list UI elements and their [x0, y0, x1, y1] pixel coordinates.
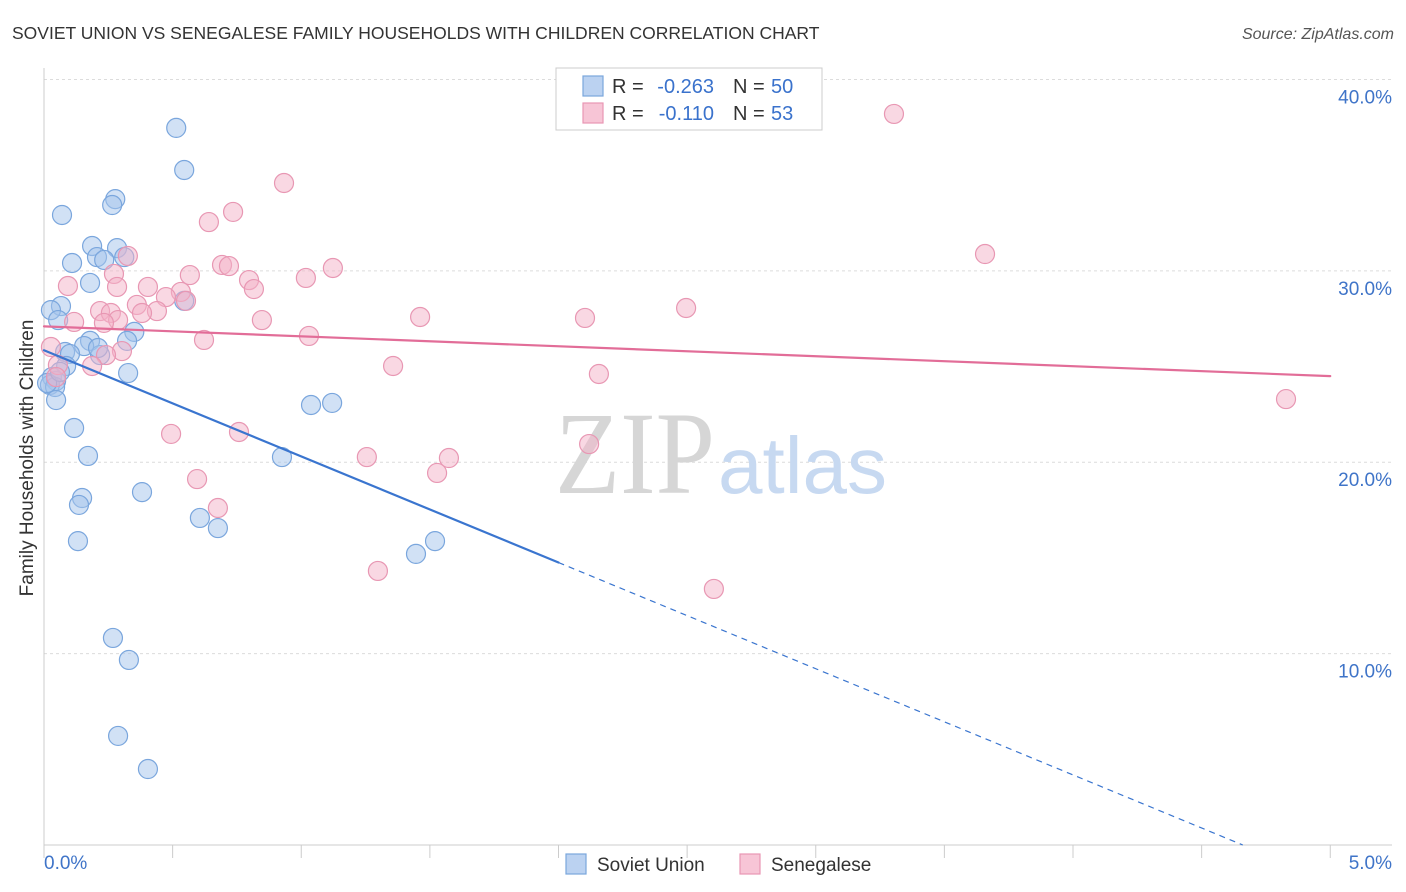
watermark-logo: ZIP atlas — [555, 388, 887, 519]
senegalese-point — [131, 302, 153, 324]
x-tick-marks — [43, 845, 1331, 858]
senegalese-point — [574, 307, 596, 329]
soviet-union-point — [94, 249, 115, 271]
soviet-union-points — [36, 117, 446, 780]
soviet-union-point — [102, 194, 123, 216]
senegalese-point — [438, 447, 460, 469]
legend-r-value: -0.110 — [659, 103, 714, 125]
senegalese-trend-line — [42, 325, 1332, 378]
senegalese-point — [382, 355, 404, 377]
senegalese-point — [228, 421, 250, 443]
senegalese-point — [186, 468, 208, 490]
senegalese-point — [106, 276, 128, 298]
soviet-union-point — [322, 392, 343, 414]
series-legend-label-senegalese: Senegalese — [771, 855, 871, 876]
soviet-union-point — [189, 507, 210, 529]
series-legend: Soviet Union Senegalese — [565, 853, 871, 876]
soviet-union-point — [118, 649, 139, 671]
x-tick-label-max: 5.0% — [1349, 853, 1392, 874]
legend-n-value: 50 — [771, 76, 793, 98]
soviet-union-point — [63, 417, 85, 439]
y-tick-label: 30.0% — [1338, 279, 1392, 300]
senegalese-point — [883, 103, 905, 125]
senegalese-point — [95, 344, 117, 366]
senegalese-point — [588, 363, 609, 385]
trend-lines — [42, 325, 1332, 846]
soviet-union-point — [45, 389, 67, 411]
legend-n-label: N = — [733, 76, 765, 98]
senegalese-point — [243, 278, 265, 300]
soviet-union-point — [102, 627, 124, 649]
senegalese-point — [1275, 388, 1297, 410]
grid-layer — [44, 78, 1392, 655]
y-axis-label: Family Households with Children — [17, 320, 38, 597]
y-tick-label: 20.0% — [1338, 470, 1392, 491]
senegalese-point — [198, 211, 219, 233]
y-tick-label: 40.0% — [1338, 87, 1392, 108]
legend-r-label: R = — [612, 103, 644, 125]
soviet-union-point — [61, 252, 83, 274]
soviet-union-point — [107, 725, 129, 747]
series-legend-label-soviet-union: Soviet Union — [597, 855, 705, 876]
soviet-union-trend-line-extension — [558, 561, 1244, 846]
senegalese-point — [295, 267, 316, 289]
legend-swatch-senegalese — [582, 102, 604, 124]
soviet-union-point — [166, 117, 187, 139]
soviet-union-point — [207, 517, 229, 539]
soviet-union-point — [131, 481, 153, 503]
senegalese-point — [251, 309, 272, 331]
soviet-union-point — [137, 758, 159, 780]
senegalese-point — [676, 297, 697, 319]
senegalese-point — [410, 306, 431, 328]
soviet-union-point — [77, 445, 99, 467]
senegalese-point — [322, 257, 343, 279]
senegalese-point — [222, 201, 244, 223]
legend-r-label: R = — [612, 76, 644, 98]
series-legend-swatch-senegalese — [739, 853, 761, 875]
legend-r-value: -0.263 — [657, 76, 714, 98]
stats-legend: R = -0.263 N = 50 R = -0.110 N = 53 — [555, 67, 823, 131]
series-legend-swatch-soviet-union — [565, 853, 587, 875]
senegalese-point — [356, 446, 377, 468]
senegalese-point — [179, 264, 200, 286]
senegalese-point — [175, 290, 197, 312]
senegalese-point — [45, 366, 67, 388]
senegalese-point — [703, 578, 724, 600]
senegalese-point — [426, 462, 448, 484]
senegalese-point — [974, 243, 996, 265]
watermark-atlas-text: atlas — [718, 421, 887, 510]
senegalese-point — [117, 245, 138, 267]
soviet-union-point — [67, 530, 89, 552]
x-tick-label-min: 0.0% — [44, 853, 87, 874]
legend-n-label: N = — [733, 103, 765, 125]
soviet-union-trend-line — [42, 349, 560, 564]
senegalese-point — [273, 172, 295, 194]
watermark-zip-text: ZIP — [555, 388, 715, 519]
senegalese-point — [57, 275, 79, 297]
senegalese-point — [579, 433, 600, 455]
senegalese-point — [218, 255, 240, 277]
soviet-union-point — [424, 530, 446, 552]
senegalese-point — [193, 329, 215, 351]
soviet-union-point — [118, 362, 139, 384]
legend-n-value: 53 — [771, 103, 793, 125]
soviet-union-point — [79, 272, 101, 294]
senegalese-point — [137, 276, 159, 298]
senegalese-point — [207, 497, 229, 519]
soviet-union-point — [300, 394, 322, 416]
soviet-union-point — [174, 159, 195, 181]
soviet-union-point — [405, 543, 427, 565]
senegalese-point — [160, 423, 182, 445]
soviet-union-point — [51, 204, 73, 226]
axis-layer — [43, 68, 1392, 858]
legend-swatch-soviet-union — [582, 75, 604, 97]
source-label: Source: ZipAtlas.com — [1242, 26, 1394, 43]
chart-title: SOVIET UNION VS SENEGALESE FAMILY HOUSEH… — [12, 23, 820, 43]
y-tick-label: 10.0% — [1338, 662, 1392, 683]
senegalese-point — [367, 560, 389, 582]
soviet-union-point — [68, 494, 90, 516]
